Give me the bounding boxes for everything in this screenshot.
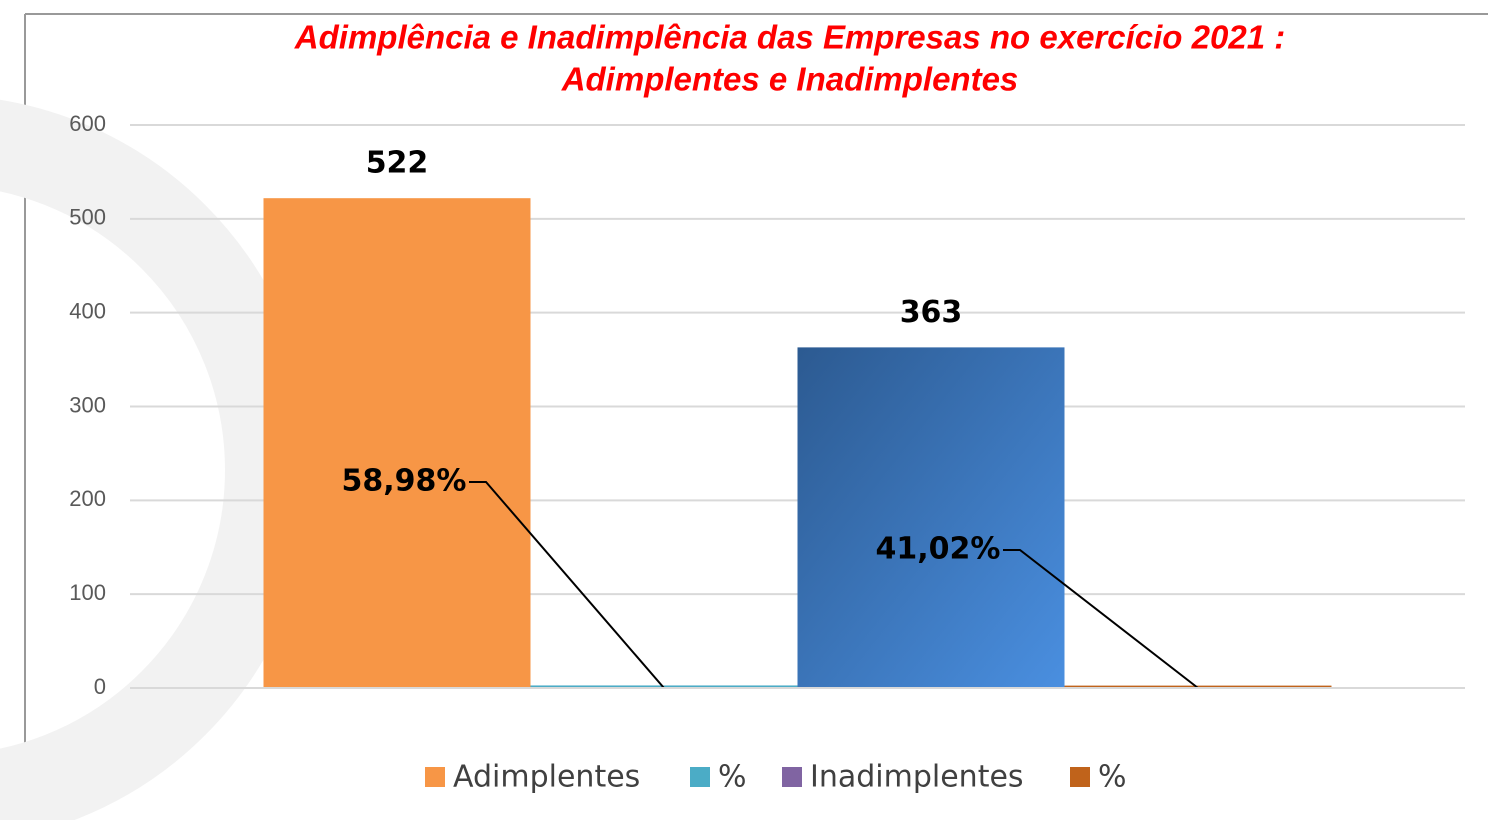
legend-swatch — [425, 767, 445, 787]
y-tick-label: 600 — [69, 111, 106, 136]
y-tick-label: 100 — [69, 580, 106, 605]
y-tick-label: 300 — [69, 392, 106, 417]
legend-swatch — [690, 767, 710, 787]
chart-title: Adimplentes e Inadimplentes — [561, 61, 1019, 98]
leader-line — [1003, 549, 1199, 689]
bar — [263, 198, 531, 688]
y-tick-label: 500 — [69, 205, 106, 230]
y-tick-label: 400 — [69, 298, 106, 323]
data-label: 58,98% — [342, 464, 467, 499]
data-label: 41,02% — [876, 532, 1001, 567]
data-label: 522 — [366, 146, 429, 181]
leader-line — [469, 481, 665, 689]
bar — [797, 347, 1065, 688]
y-tick-label: 0 — [94, 674, 106, 699]
y-tick-label: 200 — [69, 486, 106, 511]
legend-label: % — [1098, 760, 1127, 795]
legend-label: Inadimplentes — [810, 760, 1024, 795]
legend-swatch — [1070, 767, 1090, 787]
legend-label: % — [718, 760, 747, 795]
chart-title: Adimplência e Inadimplência das Empresas… — [294, 19, 1285, 56]
data-label: 363 — [900, 295, 963, 330]
legend-swatch — [782, 767, 802, 787]
legend-label: Adimplentes — [453, 760, 640, 795]
